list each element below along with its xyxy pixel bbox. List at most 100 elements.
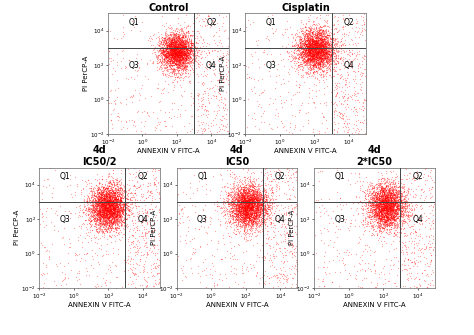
Point <box>405 201 412 206</box>
Point <box>401 201 408 206</box>
Point <box>172 44 180 49</box>
Point <box>244 175 251 180</box>
Point <box>175 27 182 32</box>
Point <box>171 54 179 59</box>
Point <box>377 216 384 221</box>
Point <box>314 39 322 44</box>
Point <box>224 214 232 219</box>
Point <box>186 57 194 62</box>
Point <box>382 195 389 200</box>
Point <box>242 207 249 213</box>
Point <box>391 193 399 198</box>
Point <box>380 207 388 212</box>
Point <box>313 43 321 48</box>
Point <box>96 207 104 213</box>
Point <box>314 38 321 44</box>
Point <box>235 204 243 209</box>
Point <box>172 51 180 56</box>
Point <box>315 36 323 41</box>
Point <box>314 39 321 44</box>
Point <box>374 196 382 202</box>
Point <box>150 242 157 248</box>
Point <box>236 183 244 188</box>
Point <box>239 249 246 254</box>
Point <box>317 51 325 57</box>
Point <box>403 172 410 178</box>
Point <box>261 47 268 52</box>
Point <box>289 252 296 257</box>
Point <box>332 60 339 65</box>
Point <box>163 64 171 69</box>
Point <box>389 200 396 205</box>
Point <box>310 63 317 68</box>
Point <box>102 189 110 195</box>
Point <box>116 202 123 208</box>
Point <box>373 229 380 234</box>
Point <box>103 195 110 201</box>
Point <box>392 202 399 208</box>
Point <box>183 36 191 41</box>
Point <box>386 207 394 212</box>
Point <box>92 226 100 231</box>
Point <box>362 89 370 95</box>
Point <box>370 212 378 218</box>
Point <box>167 42 175 47</box>
Point <box>91 216 99 221</box>
Point <box>387 199 395 205</box>
Point <box>411 235 419 241</box>
Point <box>247 86 255 91</box>
Point <box>307 37 315 42</box>
Point <box>397 205 405 210</box>
Point <box>98 213 105 218</box>
Point <box>168 60 175 65</box>
Point <box>258 202 265 208</box>
Point <box>381 191 389 196</box>
Point <box>295 63 302 69</box>
Point <box>246 216 253 221</box>
Point <box>248 199 256 204</box>
Point <box>376 208 384 213</box>
Point <box>114 191 122 196</box>
Point <box>168 40 176 45</box>
Point <box>393 215 401 220</box>
Point <box>210 283 218 288</box>
Point <box>308 43 315 48</box>
Point <box>183 52 191 57</box>
Point <box>410 245 418 250</box>
Point <box>312 50 320 55</box>
Point <box>186 47 194 52</box>
Point <box>287 31 294 37</box>
Point <box>96 193 104 198</box>
Point <box>293 31 301 37</box>
Point <box>272 239 280 244</box>
Point <box>310 55 317 60</box>
Point <box>300 65 307 70</box>
Point <box>291 68 299 73</box>
Point <box>105 217 113 223</box>
Point <box>140 261 147 267</box>
Point <box>103 200 110 206</box>
Point <box>302 54 310 59</box>
Point <box>396 195 404 200</box>
Point <box>292 37 299 43</box>
Point <box>375 224 383 230</box>
Point <box>165 52 173 58</box>
Point <box>254 197 262 202</box>
Point <box>157 64 164 70</box>
Point <box>166 43 174 49</box>
Point <box>403 199 410 204</box>
Point <box>384 217 392 222</box>
Point <box>36 221 44 227</box>
Point <box>170 51 177 57</box>
Point <box>104 179 111 185</box>
Point <box>242 189 250 195</box>
Point <box>321 37 328 42</box>
Point <box>249 217 257 222</box>
Point <box>176 50 183 55</box>
Point <box>359 17 367 22</box>
Point <box>298 39 305 44</box>
Point <box>361 106 368 111</box>
Point <box>251 209 258 214</box>
Point <box>301 44 309 50</box>
Point <box>406 265 413 271</box>
